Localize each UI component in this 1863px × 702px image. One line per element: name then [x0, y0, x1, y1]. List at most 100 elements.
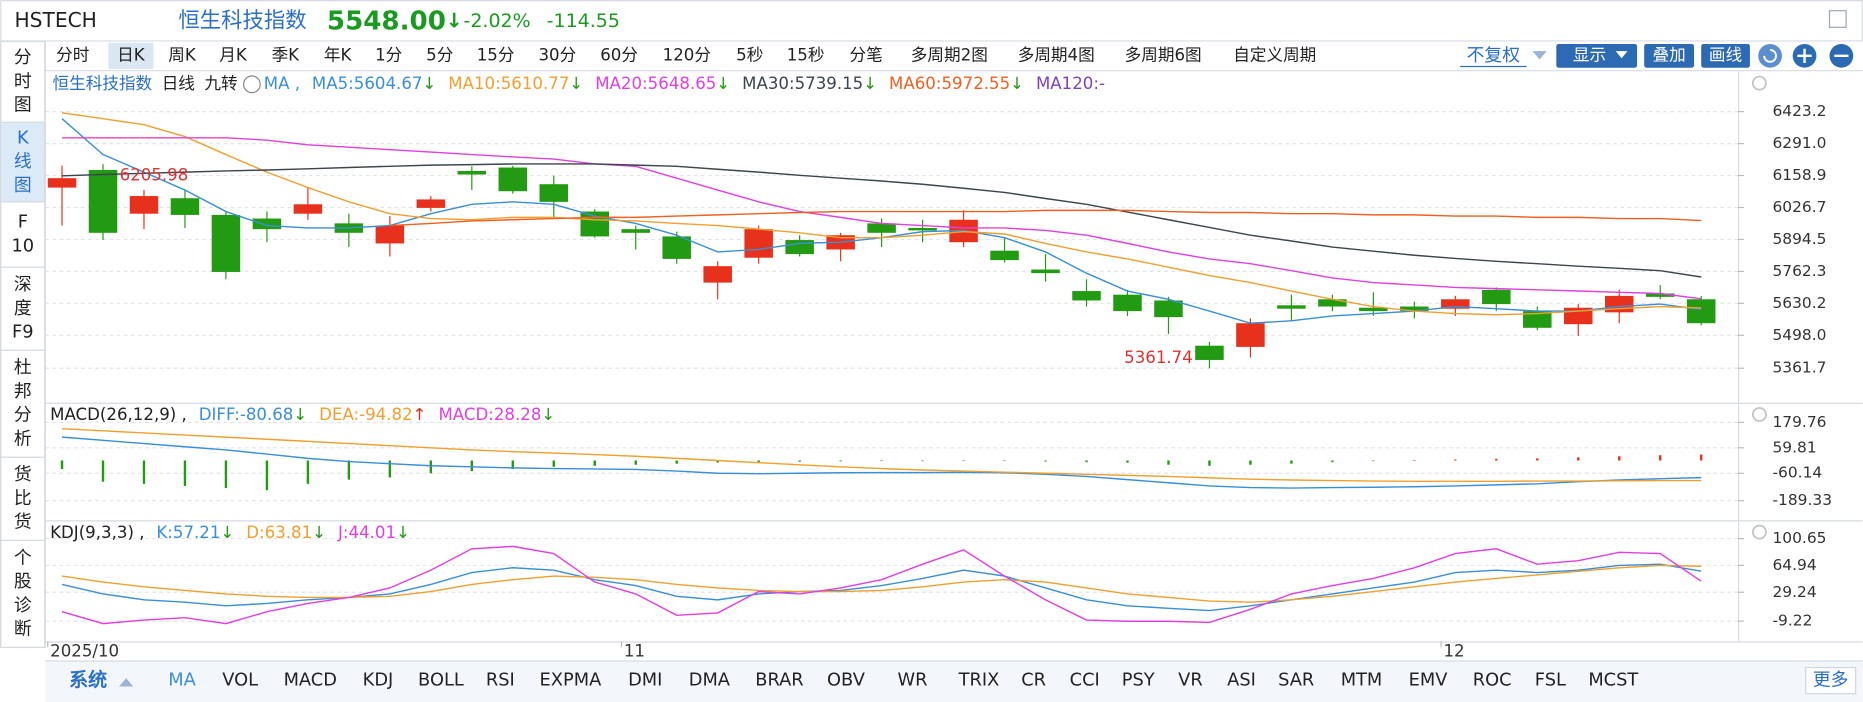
- candle-body: [88, 169, 118, 233]
- indicator-tab[interactable]: MACD: [284, 670, 337, 691]
- period-tab[interactable]: 60分: [600, 45, 638, 64]
- indicator-tab[interactable]: VOL: [222, 670, 258, 691]
- macd-bar: [306, 460, 310, 484]
- chart-period: 日线: [162, 74, 195, 93]
- indicator-tab[interactable]: BRAR: [755, 670, 803, 691]
- sidebar-item[interactable]: [0, 349, 46, 458]
- period-tab[interactable]: 15分: [477, 45, 515, 64]
- indicator-tab[interactable]: CCI: [1070, 670, 1100, 691]
- legend-value: 28.28: [494, 405, 542, 424]
- period-tab[interactable]: 5秒: [736, 45, 763, 64]
- more-button[interactable]: [1805, 666, 1857, 695]
- x-tick-label: 12: [1443, 642, 1464, 661]
- period-tab[interactable]: 年K: [324, 45, 353, 64]
- sidebar-item-label: 诊: [14, 595, 32, 616]
- indicator-tab[interactable]: RSI: [486, 670, 515, 691]
- period-tab[interactable]: 多周期2图: [911, 45, 988, 64]
- indicator-tab[interactable]: MCST: [1588, 670, 1638, 691]
- ma-line: [389, 209, 1702, 227]
- indicator-tab[interactable]: ROC: [1473, 670, 1512, 691]
- period-tab[interactable]: 多周期6图: [1125, 45, 1202, 64]
- toolbar-button[interactable]: [1701, 43, 1750, 68]
- indicator-tab[interactable]: SAR: [1278, 670, 1314, 691]
- period-tab[interactable]: 日K: [117, 45, 146, 64]
- macd-bar: [1208, 460, 1211, 466]
- indicator-tab[interactable]: KDJ: [363, 670, 394, 691]
- info-icon[interactable]: [243, 75, 261, 94]
- indicator-tab[interactable]: MTM: [1341, 670, 1383, 691]
- macd-bar: [470, 460, 474, 472]
- kdj-line: [61, 564, 1702, 603]
- indicator-tab[interactable]: WR: [898, 670, 928, 691]
- candle-body: [498, 167, 528, 192]
- plus-glyph: [1797, 48, 1812, 63]
- indicator-tab[interactable]: DMI: [628, 670, 662, 691]
- x-tick-label: 11: [624, 642, 645, 661]
- min-price-label: 5361.74: [1124, 348, 1193, 367]
- window-button[interactable]: [1828, 10, 1847, 28]
- period-tab[interactable]: 15秒: [787, 45, 825, 64]
- legend-trend: ↓: [1010, 74, 1024, 93]
- macd-bar: [511, 460, 514, 469]
- period-tab[interactable]: 120分: [663, 45, 711, 64]
- toolbar-button[interactable]: [1644, 43, 1695, 68]
- period-tab[interactable]: 30分: [538, 45, 576, 64]
- toolbar-button-label: 叠加: [1653, 45, 1686, 64]
- gear-icon[interactable]: [1751, 524, 1767, 540]
- adjust-select[interactable]: 不复权: [1467, 45, 1521, 66]
- legend-label: MA20:: [595, 74, 647, 93]
- chart-title: 恒生科技指数: [53, 74, 153, 93]
- sidebar-item[interactable]: [0, 266, 46, 351]
- indicator-tab[interactable]: EXPMA: [540, 670, 603, 691]
- macd-bar: [1700, 454, 1703, 461]
- sidebar-item[interactable]: [0, 539, 46, 648]
- toolbar-button[interactable]: [1556, 43, 1638, 68]
- macd-bar: [962, 460, 965, 462]
- period-tab[interactable]: 分时: [56, 45, 89, 64]
- gear-icon[interactable]: [1751, 407, 1767, 422]
- macd-bar: [921, 460, 924, 462]
- period-tab[interactable]: 1分: [375, 45, 402, 64]
- period-tab[interactable]: 分笔: [850, 45, 883, 64]
- indicator-tab[interactable]: BOLL: [418, 670, 464, 691]
- period-tab[interactable]: 自定义周期: [1233, 45, 1316, 64]
- indicator-group[interactable]: 系统: [69, 668, 107, 691]
- sidebar-item[interactable]: [0, 201, 46, 268]
- legend-label: DEA:: [319, 405, 359, 424]
- sidebar-item-label: 股: [14, 571, 32, 592]
- refresh-button[interactable]: [1758, 43, 1782, 68]
- candle-body: [990, 250, 1019, 261]
- period-tab[interactable]: 季K: [272, 45, 301, 64]
- indicator-tab[interactable]: OBV: [827, 670, 866, 691]
- sidebar-item[interactable]: [0, 121, 46, 203]
- indicator-tab[interactable]: DMA: [689, 670, 731, 691]
- sidebar-item-label: 线: [14, 151, 32, 172]
- indicator-tab[interactable]: VR: [1178, 670, 1203, 691]
- indicator-tab[interactable]: TRIX: [958, 670, 1000, 691]
- macd-bar: [839, 460, 842, 462]
- sidebar-item[interactable]: [0, 456, 46, 542]
- gear-icon[interactable]: [1751, 75, 1767, 91]
- price-arrow: ↓: [446, 8, 463, 32]
- indicator-tab[interactable]: PSY: [1122, 670, 1155, 691]
- y-tick-label: 29.24: [1772, 583, 1816, 601]
- sidebar-item-label: 图: [14, 175, 32, 196]
- indicator-tab[interactable]: EMV: [1409, 670, 1449, 691]
- period-tab[interactable]: 月K: [219, 45, 248, 64]
- indicator-tab[interactable]: CR: [1021, 670, 1046, 691]
- legend-value: 44.01: [349, 523, 397, 542]
- period-tab[interactable]: 周K: [168, 45, 197, 64]
- ma-line: [62, 137, 1702, 300]
- indicator-tab[interactable]: FSL: [1535, 670, 1566, 691]
- indicator-tab[interactable]: MA: [168, 670, 196, 691]
- legend-value: 5648.65: [648, 74, 717, 93]
- legend-label: D:: [246, 523, 264, 542]
- period-tab[interactable]: 多周期4图: [1018, 45, 1095, 64]
- indicator-tab[interactable]: ASI: [1227, 670, 1256, 691]
- macd-bar: [593, 460, 596, 466]
- sidebar-item[interactable]: [0, 40, 46, 123]
- y-tick-label: 5498.0: [1772, 326, 1826, 344]
- candle-body: [703, 266, 732, 283]
- period-tab[interactable]: 5分: [426, 45, 453, 64]
